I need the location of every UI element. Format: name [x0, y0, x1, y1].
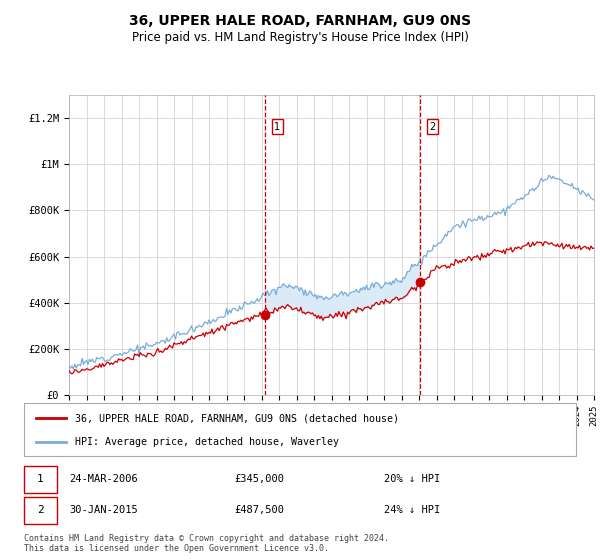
Text: £487,500: £487,500 — [234, 505, 284, 515]
Text: 24% ↓ HPI: 24% ↓ HPI — [384, 505, 440, 515]
Text: 2: 2 — [37, 505, 44, 515]
Text: 1: 1 — [37, 474, 44, 484]
Text: HPI: Average price, detached house, Waverley: HPI: Average price, detached house, Wave… — [75, 437, 339, 447]
Text: Contains HM Land Registry data © Crown copyright and database right 2024.
This d: Contains HM Land Registry data © Crown c… — [24, 534, 389, 553]
Text: £345,000: £345,000 — [234, 474, 284, 484]
Text: 2: 2 — [429, 122, 436, 132]
Text: 30-JAN-2015: 30-JAN-2015 — [69, 505, 138, 515]
Text: Price paid vs. HM Land Registry's House Price Index (HPI): Price paid vs. HM Land Registry's House … — [131, 31, 469, 44]
Text: 36, UPPER HALE ROAD, FARNHAM, GU9 0NS: 36, UPPER HALE ROAD, FARNHAM, GU9 0NS — [129, 14, 471, 28]
Text: 24-MAR-2006: 24-MAR-2006 — [69, 474, 138, 484]
Text: 20% ↓ HPI: 20% ↓ HPI — [384, 474, 440, 484]
Text: 36, UPPER HALE ROAD, FARNHAM, GU9 0NS (detached house): 36, UPPER HALE ROAD, FARNHAM, GU9 0NS (d… — [75, 413, 399, 423]
Text: 1: 1 — [274, 122, 280, 132]
